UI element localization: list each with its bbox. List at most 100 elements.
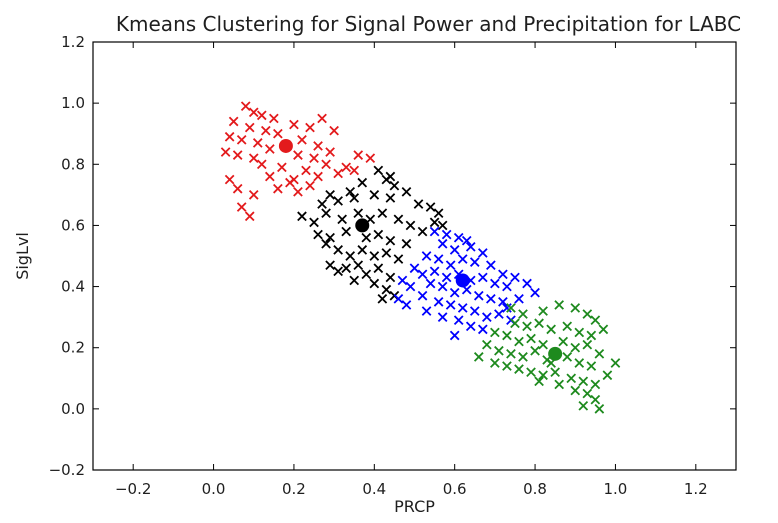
scatter-point-cluster-2 [417,226,428,237]
scatter-point-cluster-4 [490,327,500,338]
centroid-cluster-3 [455,273,470,288]
scatter-point-cluster-1 [264,171,275,182]
scatter-point-cluster-3 [465,321,476,332]
scatter-point-cluster-4 [530,345,540,356]
x-tick-label: 0.8 [523,480,547,498]
scatter-point-cluster-3 [477,272,488,283]
scatter-point-cluster-2 [405,220,416,231]
scatter-point-cluster-1 [232,150,243,160]
scatter-point-cluster-3 [457,303,468,313]
scatter-point-cluster-4 [590,379,601,390]
x-tick-label: 0.4 [362,480,386,498]
y-tick-label: 0.2 [61,339,85,357]
scatter-point-cluster-1 [353,150,364,160]
scatter-point-cluster-2 [385,193,396,203]
scatter-point-cluster-2 [313,229,323,240]
scatter-point-cluster-3 [498,297,508,307]
scatter-point-cluster-2 [353,260,364,271]
scatter-point-cluster-3 [417,269,428,280]
scatter-point-cluster-2 [401,186,412,197]
scatter-point-cluster-1 [293,186,303,197]
scatter-point-cluster-2 [373,165,384,176]
centroid-cluster-1 [278,138,293,153]
scatter-point-cluster-1 [305,122,315,133]
scatter-point-cluster-3 [445,260,456,271]
scatter-point-cluster-3 [453,315,464,326]
x-tick-label: 1.0 [604,480,628,498]
scatter-point-cluster-3 [433,254,444,264]
scatter-points [220,101,621,414]
scatter-point-cluster-4 [586,330,597,341]
scatter-point-cluster-4 [562,321,573,332]
scatter-point-cluster-3 [441,229,452,240]
scatter-point-cluster-3 [441,272,452,283]
scatter-point-cluster-3 [457,254,468,264]
scatter-point-cluster-3 [437,238,448,249]
scatter-point-cluster-2 [341,263,352,274]
scatter-point-cluster-3 [465,241,476,252]
scatter-point-cluster-1 [248,190,259,200]
scatter-point-cluster-4 [578,400,589,411]
scatter-point-cluster-1 [228,116,239,127]
scatter-point-cluster-1 [236,134,247,145]
scatter-point-cluster-2 [369,278,380,289]
scatter-point-cluster-2 [381,284,392,295]
scatter-point-cluster-2 [373,229,384,240]
scatter-point-cluster-4 [582,309,593,319]
scatter-point-cluster-4 [562,352,573,362]
scatter-point-cluster-2 [325,190,335,200]
scatter-point-cluster-1 [256,159,267,170]
y-tick-label: 0.8 [61,155,85,173]
scatter-point-cluster-3 [522,278,532,289]
scatter-point-cluster-2 [297,211,307,222]
scatter-point-cluster-1 [256,110,267,121]
scatter-point-cluster-1 [248,153,259,164]
scatter-point-cluster-3 [530,287,540,298]
scatter-point-cluster-4 [582,339,593,350]
scatter-point-cluster-3 [421,251,432,261]
scatter-point-cluster-4 [610,358,621,368]
y-tick-label: 1.2 [61,33,85,51]
scatter-point-cluster-4 [570,303,581,313]
scatter-point-cluster-4 [502,330,512,341]
scatter-point-cluster-1 [240,101,251,112]
scatter-point-cluster-1 [333,168,343,179]
scatter-point-cluster-2 [333,245,343,255]
scatter-point-cluster-1 [301,165,311,176]
scatter-point-cluster-3 [449,330,460,341]
scatter-point-cluster-1 [244,122,255,133]
y-axis-title: SigLvl [13,232,32,280]
scatter-point-cluster-2 [337,214,347,225]
scatter-point-cluster-2 [413,199,424,209]
plot-frame [92,41,737,471]
scatter-point-cluster-1 [341,162,352,173]
scatter-point-cluster-3 [482,312,492,322]
x-tick-label: 0.0 [202,480,226,498]
scatter-point-cluster-3 [425,278,436,289]
scatter-point-cluster-2 [385,272,396,283]
scatter-point-cluster-3 [433,297,444,307]
scatter-point-cluster-2 [381,248,392,258]
scatter-point-cluster-1 [317,113,327,124]
scatter-point-cluster-4 [570,385,581,396]
scatter-point-cluster-4 [514,336,524,347]
scatter-point-cluster-4 [586,361,597,371]
scatter-point-cluster-2 [393,254,404,264]
x-tick-label: −0.2 [115,480,151,498]
scatter-point-cluster-4 [554,300,565,310]
scatter-point-cluster-2 [377,208,388,219]
scatter-point-cluster-2 [345,251,356,261]
scatter-point-cluster-3 [449,245,460,255]
scatter-point-cluster-3 [477,324,488,335]
scatter-point-cluster-2 [361,232,372,243]
scatter-point-cluster-1 [293,150,303,160]
scatter-point-cluster-3 [409,263,420,274]
scatter-point-cluster-3 [397,275,408,286]
scatter-point-cluster-4 [578,376,589,387]
scatter-point-cluster-2 [325,260,335,271]
scatter-point-cluster-1 [248,107,259,118]
scatter-point-cluster-1 [297,134,307,145]
scatter-point-cluster-2 [353,208,364,219]
scatter-point-cluster-2 [317,199,327,209]
